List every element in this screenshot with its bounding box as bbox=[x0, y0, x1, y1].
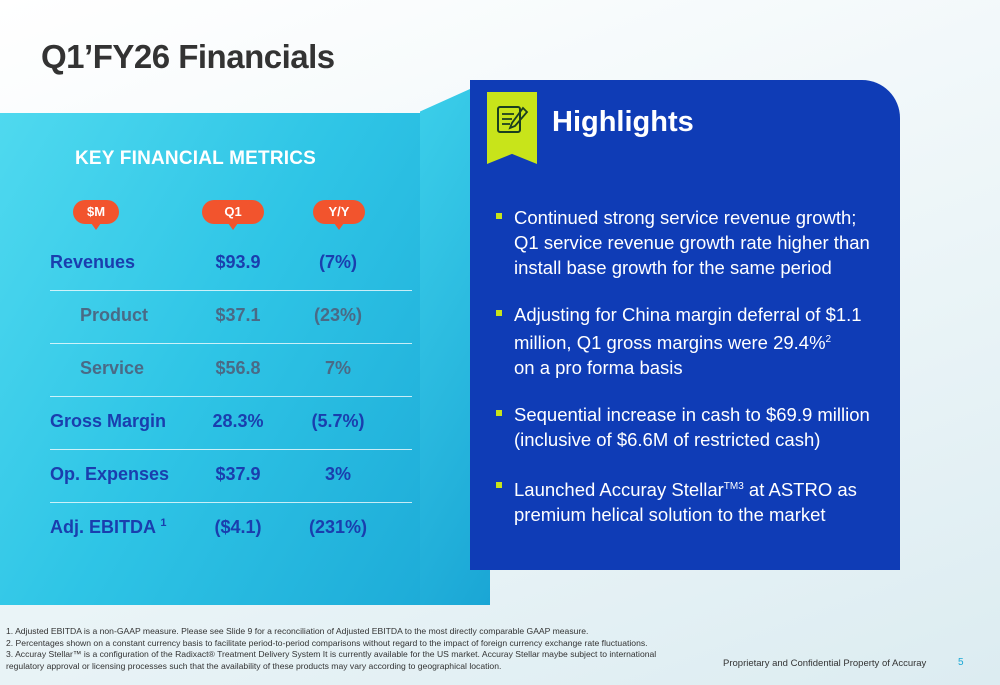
metric-q1-value: 28.3% bbox=[212, 411, 264, 431]
highlight-text: Sequential increase in cash to $69.9 mil… bbox=[514, 404, 870, 451]
highlight-text: Continued strong service revenue growth;… bbox=[514, 207, 870, 278]
metric-label: Service bbox=[80, 358, 145, 378]
metrics-heading: KEY FINANCIAL METRICS bbox=[75, 148, 317, 169]
highlight-text-continued: on a pro forma basis bbox=[514, 357, 683, 379]
metric-row-service: Service $56.8 7% bbox=[50, 344, 412, 397]
page-number: 5 bbox=[958, 657, 964, 668]
bullet-marker bbox=[496, 213, 502, 219]
confidentiality-notice: Proprietary and Confidential Property of… bbox=[723, 658, 927, 669]
metric-yy-value: (23%) bbox=[313, 305, 362, 325]
metric-row-adj-ebitda: Adj. EBITDA 1 ($4.1) (231%) bbox=[50, 503, 412, 555]
metric-yy-value: 7% bbox=[324, 358, 351, 378]
highlights-title: Highlights bbox=[552, 106, 694, 138]
footnote-marker: 2 bbox=[825, 334, 832, 345]
footnote-marker: 1 bbox=[160, 517, 167, 529]
metric-q1-value: $37.9 bbox=[215, 464, 261, 484]
metrics-table: Revenues $93.9 (7%) Product $37.1 (23%) … bbox=[50, 238, 412, 555]
bullet-marker bbox=[496, 410, 502, 417]
highlight-text: Adjusting for China margin deferral of $… bbox=[514, 304, 862, 354]
bullet-marker bbox=[496, 310, 502, 316]
footnote-line: 2. Percentages shown on a constant curre… bbox=[6, 637, 648, 648]
highlights-list: Continued strong service revenue growth;… bbox=[496, 205, 876, 549]
metric-label: Op. Expenses bbox=[50, 464, 170, 484]
footnote-line: regulatory approval or licensing process… bbox=[6, 660, 502, 671]
slide-title: Q1’FY26 Financials bbox=[41, 38, 335, 75]
footnotes: 1. Adjusted EBITDA is a non-GAAP measure… bbox=[6, 626, 716, 672]
highlight-text-continued: at ASTRO as premium helical solution to … bbox=[514, 479, 857, 526]
metric-q1-value: $93.9 bbox=[215, 252, 261, 272]
metric-label: Gross Margin bbox=[50, 411, 167, 431]
footnote-line: 3. Accuray Stellar™ is a configuration o… bbox=[6, 649, 657, 659]
highlight-item: Launched Accuray StellarTM3 at ASTRO as … bbox=[496, 474, 876, 527]
metric-yy-value: (231%) bbox=[308, 517, 368, 537]
metric-label-text: Adj. EBITDA bbox=[50, 517, 156, 537]
metric-label: Product bbox=[80, 305, 149, 325]
metric-q1-value: $56.8 bbox=[215, 358, 261, 378]
metric-row-gross-margin: Gross Margin 28.3% (5.7%) bbox=[50, 397, 412, 450]
highlight-item: Adjusting for China margin deferral of $… bbox=[496, 302, 876, 380]
notepad-pencil-icon bbox=[487, 92, 537, 164]
metric-row-revenues: Revenues $93.9 (7%) bbox=[50, 238, 412, 291]
metric-q1-value: ($4.1) bbox=[214, 517, 262, 537]
column-header-q1: Q1 bbox=[202, 200, 264, 230]
column-header-unit: $M bbox=[73, 200, 119, 230]
metric-row-product: Product $37.1 (23%) bbox=[50, 291, 412, 344]
highlight-item: Continued strong service revenue growth;… bbox=[496, 205, 876, 280]
metric-yy-value: (5.7%) bbox=[311, 411, 365, 431]
metric-yy-value: (7%) bbox=[318, 252, 357, 272]
column-header-yy: Y/Y bbox=[313, 200, 365, 230]
trademark-marker: TM3 bbox=[723, 481, 744, 493]
highlight-text: Launched Accuray Stellar bbox=[514, 479, 724, 501]
highlights-panel bbox=[470, 80, 900, 570]
bullet-marker bbox=[496, 482, 502, 489]
highlight-item: Sequential increase in cash to $69.9 mil… bbox=[496, 402, 876, 452]
metrics-panel bbox=[0, 113, 478, 605]
metric-q1-value: $37.1 bbox=[215, 305, 261, 325]
metric-row-op-expenses: Op. Expenses $37.9 3% bbox=[50, 450, 412, 503]
metric-yy-value: 3% bbox=[324, 464, 351, 484]
metric-label: Adj. EBITDA 1 bbox=[50, 517, 166, 538]
metric-label: Revenues bbox=[50, 252, 136, 272]
footnote-line: 1. Adjusted EBITDA is a non-GAAP measure… bbox=[6, 626, 589, 636]
